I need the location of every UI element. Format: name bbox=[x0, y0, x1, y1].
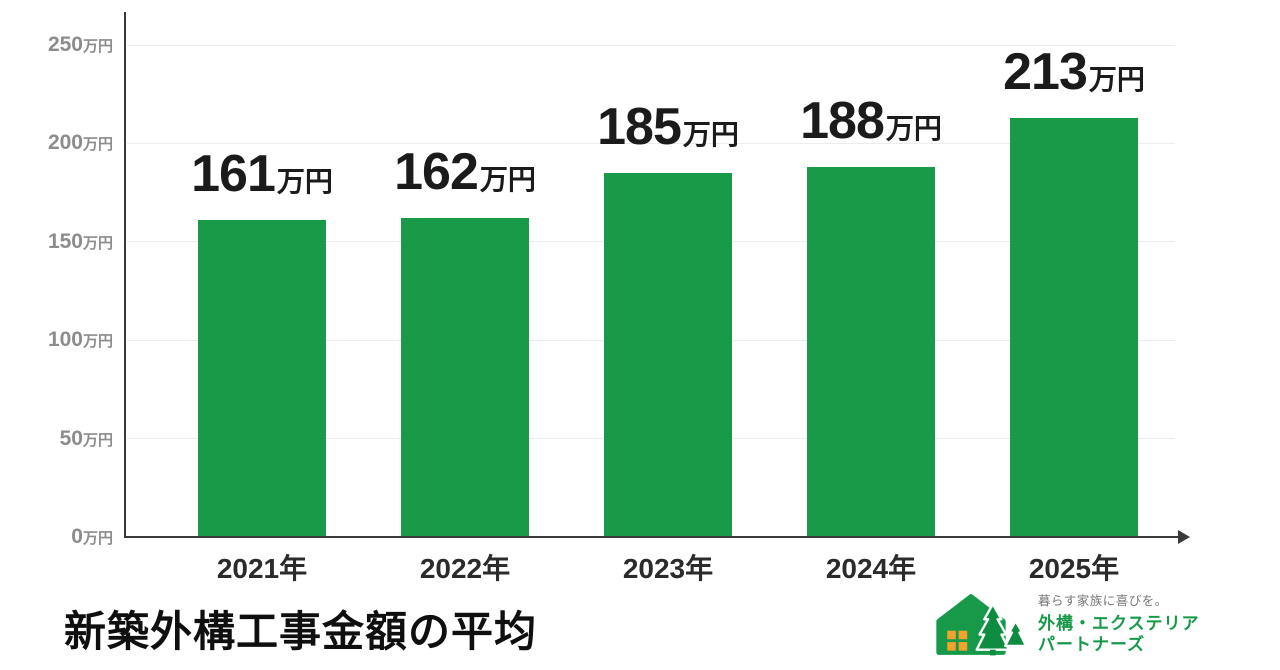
x-tick-label-2021年: 2021年 bbox=[216, 553, 308, 584]
bar-2024年 bbox=[807, 167, 935, 536]
bar-2025年 bbox=[1010, 118, 1138, 536]
y-tick-label-150: 150万円 bbox=[47, 229, 113, 253]
bar-2021年 bbox=[198, 220, 326, 536]
y-axis-line bbox=[124, 12, 126, 538]
logo-name-line1: 外構・エクステリア bbox=[1038, 614, 1200, 634]
x-tick-label-2024年: 2024年 bbox=[825, 553, 917, 584]
bar-2022年 bbox=[401, 218, 529, 536]
y-tick-label-0: 0万円 bbox=[71, 525, 113, 548]
value-label-2025年: 213万円 bbox=[1003, 43, 1145, 101]
x-tick-label-2025年: 2025年 bbox=[1028, 553, 1120, 584]
y-tick-label-250: 250万円 bbox=[47, 33, 113, 56]
logo-name-line2: パートナーズ bbox=[1038, 635, 1146, 655]
logo-tagline: 暮らす家族に喜びを。 bbox=[1038, 594, 1168, 609]
house-trees-icon bbox=[936, 594, 1028, 656]
value-label-2024年: 188万円 bbox=[800, 92, 942, 150]
y-tick-label-100: 100万円 bbox=[47, 328, 113, 352]
chart-title: 新築外構工事金額の平均 bbox=[64, 608, 538, 655]
y-tick-label-50: 50万円 bbox=[59, 426, 113, 450]
value-label-2021年: 161万円 bbox=[191, 145, 333, 203]
x-tick-label-2022年: 2022年 bbox=[419, 553, 511, 584]
logo-text: 暮らす家族に喜びを。 外構・エクステリア パートナーズ bbox=[1038, 594, 1200, 655]
x-tick-label-2023年: 2023年 bbox=[622, 553, 714, 584]
gridline-250 bbox=[127, 44, 1175, 46]
brand-logo: 暮らす家族に喜びを。 外構・エクステリア パートナーズ bbox=[933, 592, 1200, 658]
x-axis-arrow-icon bbox=[1178, 530, 1190, 544]
value-label-2023年: 185万円 bbox=[597, 98, 739, 156]
value-label-2022年: 162万円 bbox=[394, 143, 536, 201]
x-axis-line bbox=[124, 536, 1185, 538]
y-tick-label-200: 200万円 bbox=[47, 131, 113, 155]
gridline-200 bbox=[127, 142, 1175, 144]
bar-2023年 bbox=[604, 173, 732, 536]
